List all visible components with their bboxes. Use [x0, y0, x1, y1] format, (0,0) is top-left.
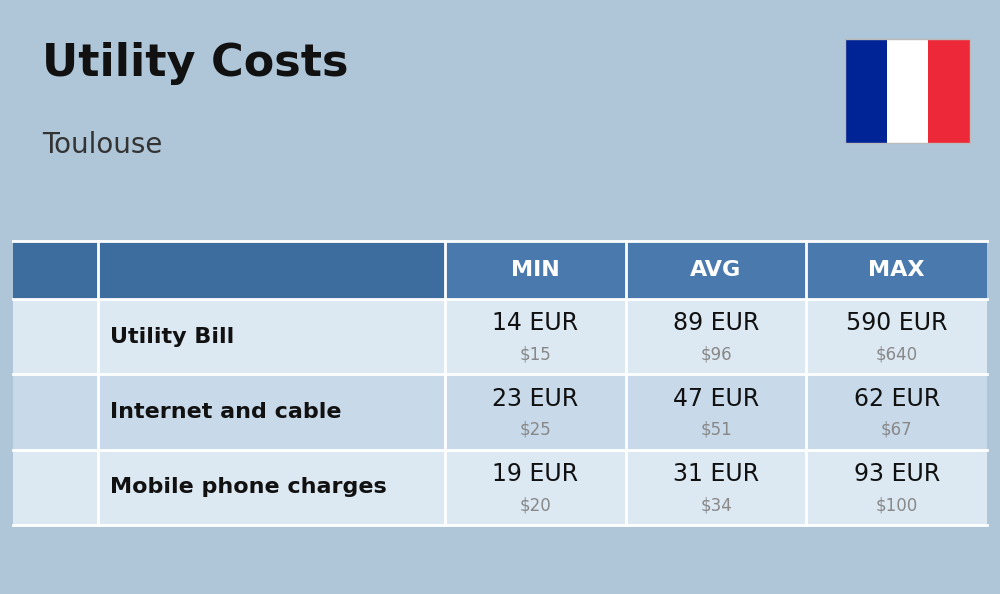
- Text: $34: $34: [700, 496, 732, 514]
- Text: MAX: MAX: [868, 260, 925, 280]
- Text: 23 EUR: 23 EUR: [492, 387, 578, 411]
- Text: Internet and cable: Internet and cable: [110, 402, 342, 422]
- Bar: [13, 450, 987, 525]
- Text: $15: $15: [519, 345, 551, 364]
- Text: AVG: AVG: [690, 260, 742, 280]
- Bar: [845, 39, 887, 143]
- Text: $51: $51: [700, 421, 732, 439]
- Text: 47 EUR: 47 EUR: [673, 387, 759, 411]
- Text: 89 EUR: 89 EUR: [673, 311, 759, 336]
- Bar: [98, 241, 445, 299]
- Bar: [13, 299, 987, 374]
- Text: $20: $20: [519, 496, 551, 514]
- Text: 31 EUR: 31 EUR: [673, 462, 759, 486]
- Bar: [13, 374, 987, 450]
- Text: Utility Bill: Utility Bill: [110, 327, 234, 346]
- Text: $100: $100: [876, 496, 918, 514]
- Text: $96: $96: [700, 345, 732, 364]
- Text: 62 EUR: 62 EUR: [854, 387, 940, 411]
- Text: Mobile phone charges: Mobile phone charges: [110, 478, 387, 497]
- Text: 19 EUR: 19 EUR: [492, 462, 578, 486]
- Text: $640: $640: [876, 345, 918, 364]
- Bar: [13, 241, 98, 299]
- Bar: [928, 39, 970, 143]
- Text: $67: $67: [881, 421, 912, 439]
- Text: Utility Costs: Utility Costs: [42, 42, 349, 84]
- Bar: [887, 39, 928, 143]
- Text: Toulouse: Toulouse: [42, 131, 162, 159]
- Text: MIN: MIN: [511, 260, 560, 280]
- Text: 93 EUR: 93 EUR: [854, 462, 940, 486]
- Text: 14 EUR: 14 EUR: [492, 311, 578, 336]
- Bar: [13, 241, 987, 299]
- Text: $25: $25: [519, 421, 551, 439]
- Text: 590 EUR: 590 EUR: [846, 311, 947, 336]
